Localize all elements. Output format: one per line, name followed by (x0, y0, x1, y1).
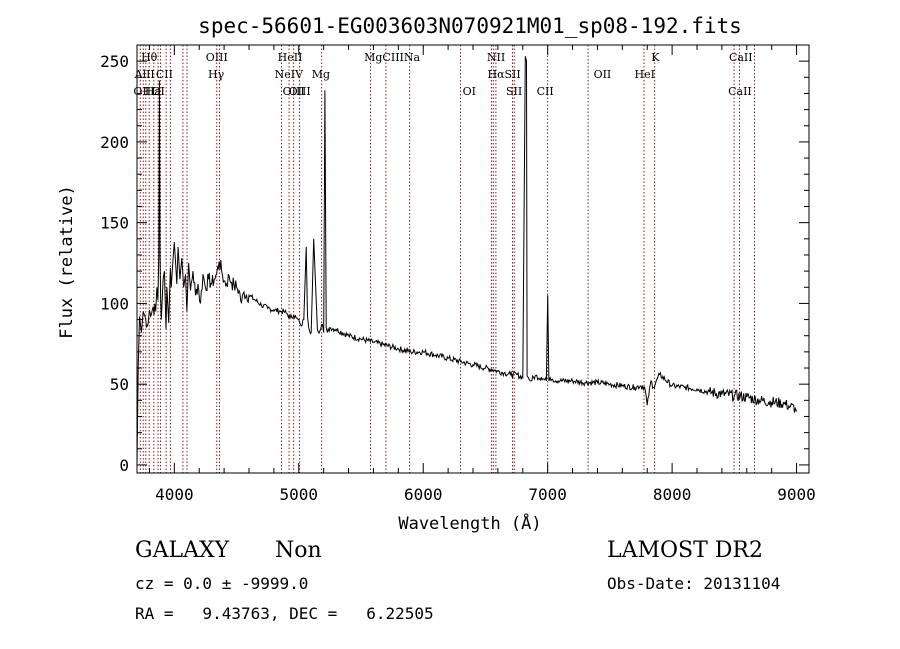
y-tick-label: 250 (100, 52, 129, 71)
emission-line-markers (139, 45, 755, 473)
object-type: GALAXY (135, 538, 230, 563)
y-tick-label: 50 (110, 375, 129, 394)
line-label: OII (594, 68, 612, 81)
coordinates: RA = 9.43763, DEC = 6.22505 (135, 604, 434, 623)
line-label: Hγ (208, 68, 225, 81)
y-tick-label: 200 (100, 133, 129, 152)
x-tick-label: 7000 (528, 485, 567, 504)
redshift-cz: cz = 0.0 ± -9999.0 (135, 574, 309, 593)
x-axis-ticks: 4000 5000 6000 7000 8000 9000 (148, 45, 816, 504)
line-label: OIII (206, 51, 228, 64)
line-label: OIII (289, 85, 311, 98)
y-axis-ticks: 0 50 100 150 200 250 (100, 52, 809, 475)
line-label: CII (156, 68, 173, 81)
line-label: MgCIIINa (364, 51, 420, 64)
chart-title: spec-56601-EG003603N070921M01_sp08-192.f… (198, 14, 742, 38)
y-tick-label: 0 (119, 456, 129, 475)
line-label: HeII (278, 51, 303, 64)
observation-date: Obs-Date: 20131104 (607, 574, 781, 593)
x-tick-label: 5000 (280, 485, 319, 504)
x-axis-label: Wavelength (Å) (398, 512, 541, 534)
spectrum-line (136, 56, 798, 465)
line-label: CaII (728, 85, 752, 98)
line-label: OIII (133, 85, 155, 98)
x-tick-label: 8000 (653, 485, 692, 504)
line-label: OI (151, 85, 164, 98)
survey-name: LAMOST DR2 (607, 538, 763, 563)
line-label: OIII (283, 85, 305, 98)
x-tick-label: 9000 (777, 485, 816, 504)
line-label: CaII (729, 51, 753, 64)
line-label: NeIV (275, 68, 304, 81)
line-label: Hθ (141, 51, 158, 64)
line-label: Mg (312, 68, 330, 81)
y-tick-label: 150 (100, 214, 129, 233)
line-label: HαSII (487, 68, 520, 81)
line-label: NII (487, 51, 505, 64)
plot-frame (136, 44, 810, 474)
line-label: Hε (145, 85, 161, 98)
line-label: HeI (635, 68, 655, 81)
object-subclass: Non (275, 538, 322, 563)
y-axis-label: Flux (relative) (57, 185, 77, 339)
line-label: SII (506, 85, 522, 98)
line-label: K (651, 51, 660, 64)
line-label: CII (537, 85, 554, 98)
x-tick-label: 6000 (404, 485, 443, 504)
x-tick-label: 4000 (155, 485, 194, 504)
line-label: OI (463, 85, 476, 98)
y-tick-label: 100 (100, 294, 129, 313)
